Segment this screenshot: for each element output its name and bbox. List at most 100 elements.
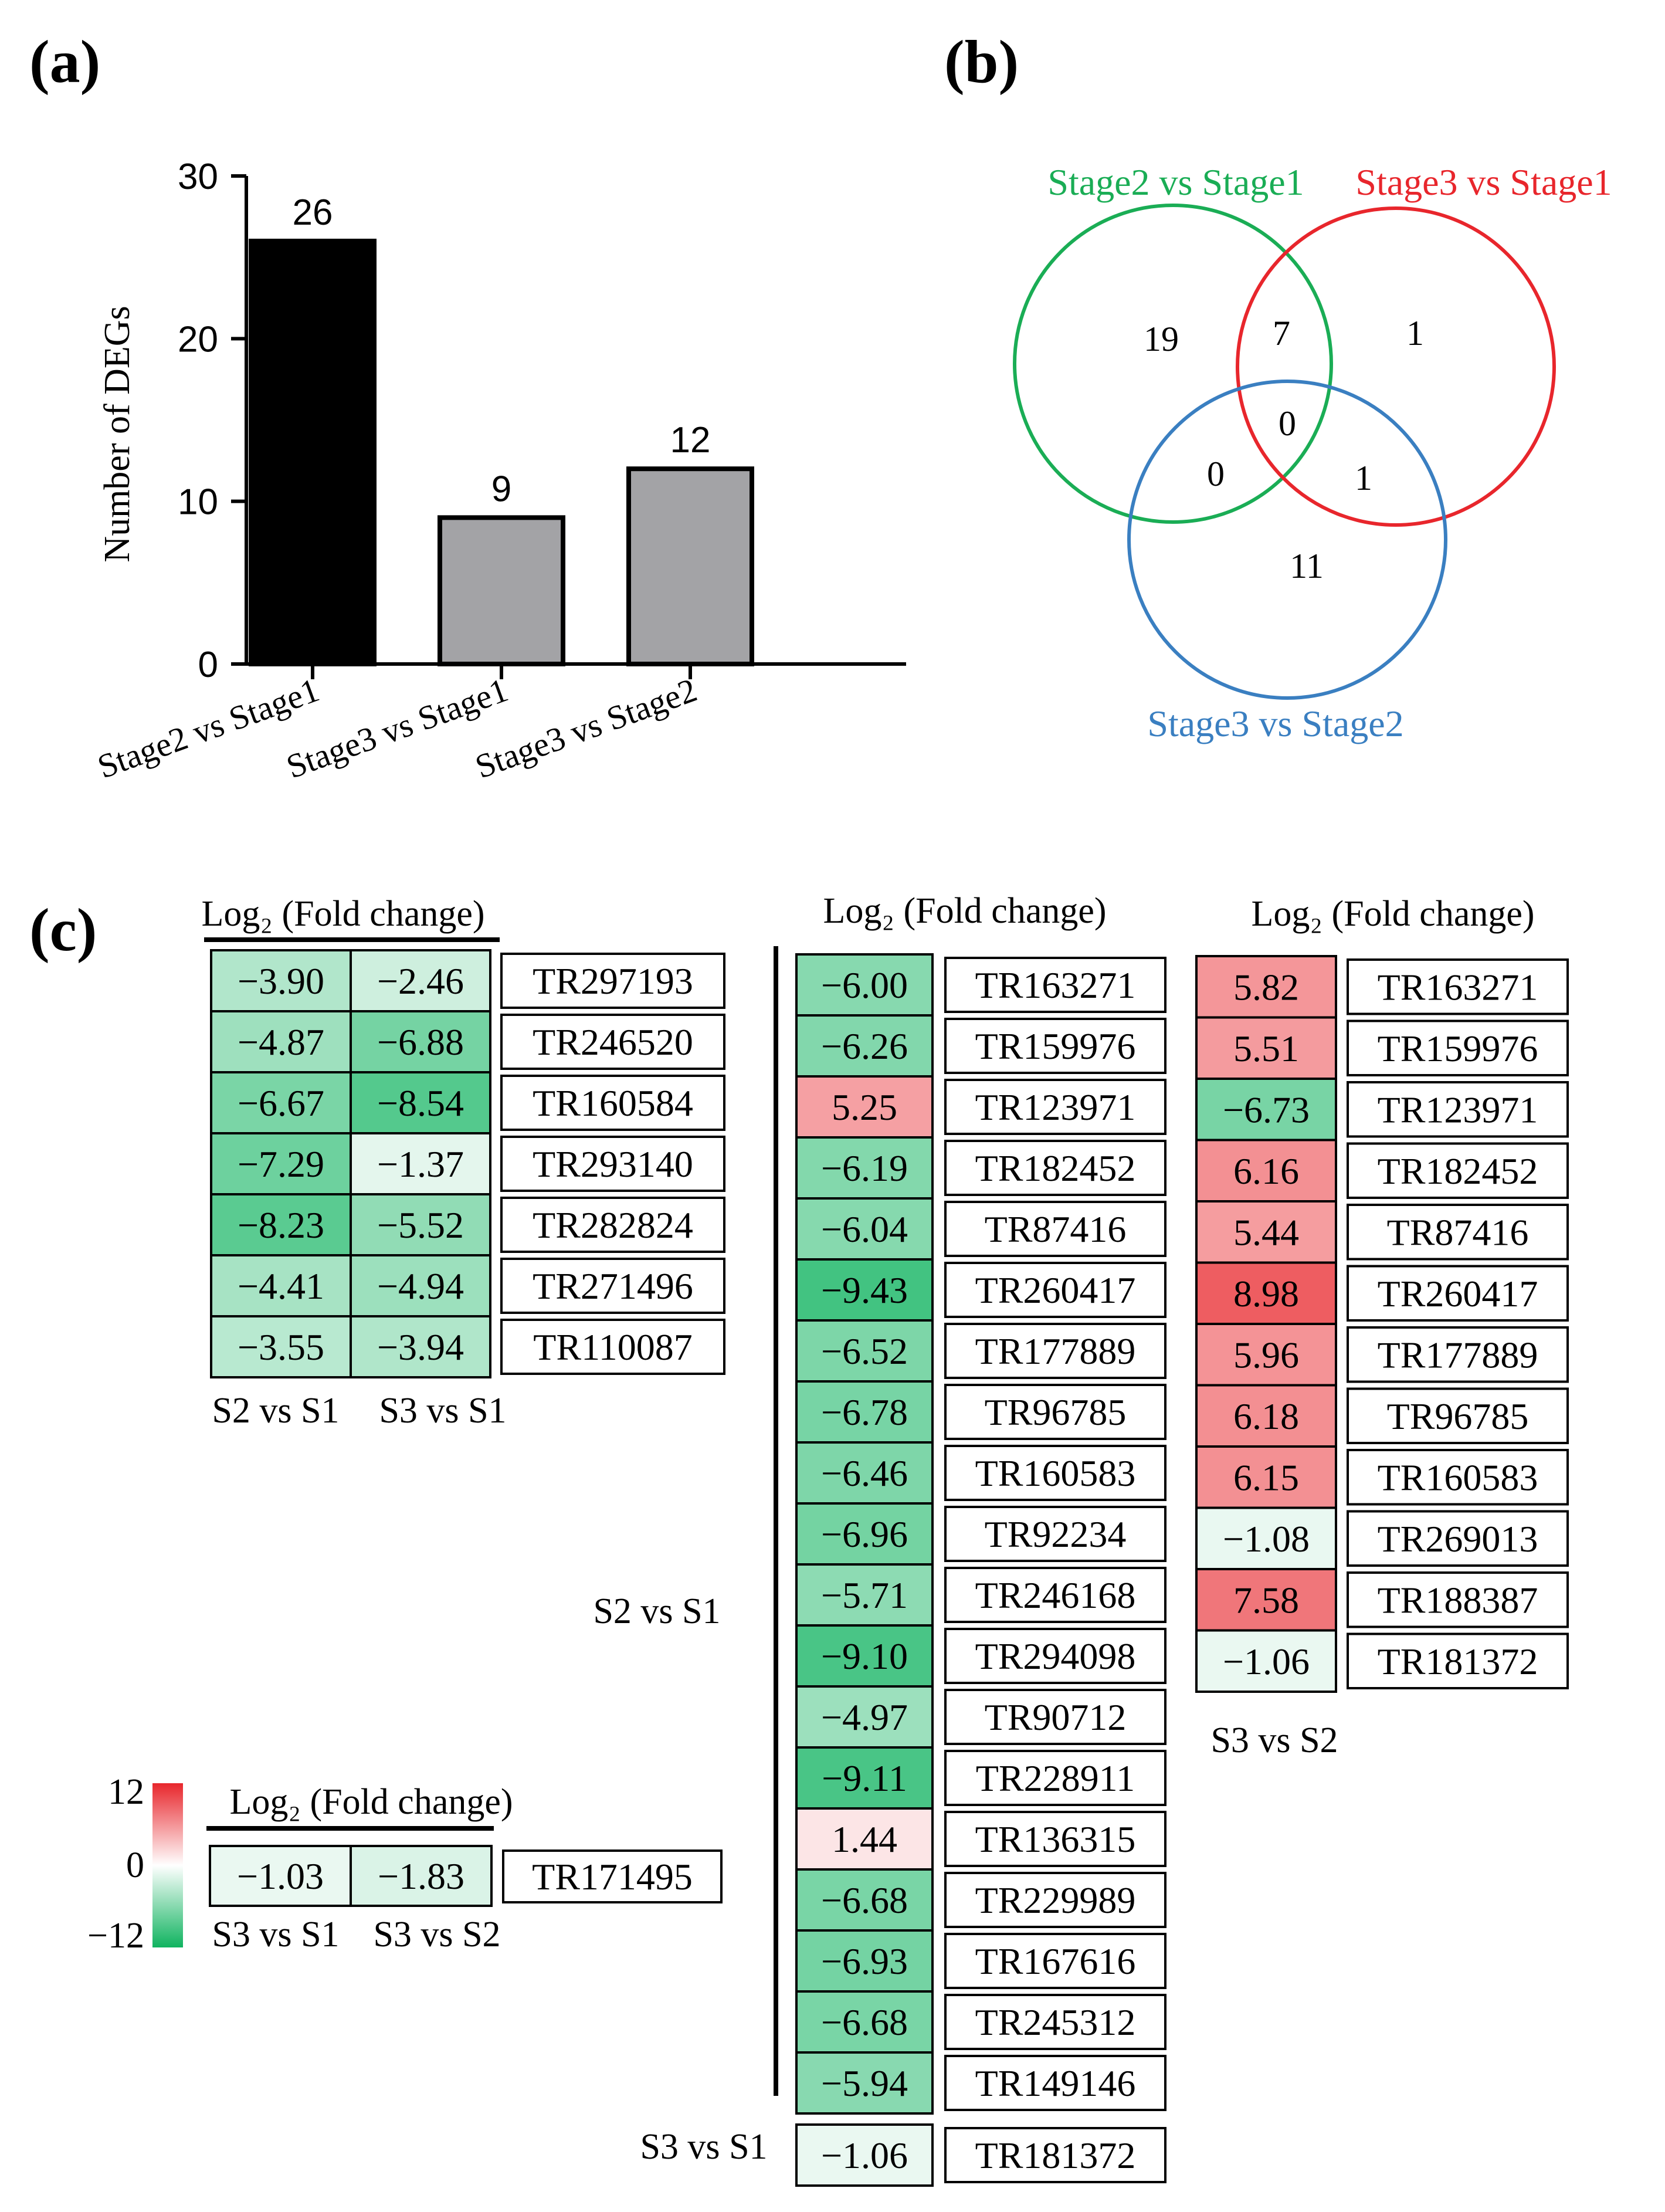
venn-circle-stage2-vs-stage1 (1013, 204, 1333, 524)
heatmap-cell-value: −6.46 (821, 1452, 908, 1494)
gene-id-box (944, 1567, 1166, 1623)
heatmap-table3: −6.00 TR163271 −6.26 TR159976 5.25 TR123971 −6… (795, 953, 1166, 2187)
heatmap-cell (1195, 1078, 1337, 1141)
gene-id-label: TR260417 (1378, 1273, 1538, 1315)
panel-label-c: (c) (29, 896, 97, 964)
heatmap-cell-value: −3.55 (238, 1326, 324, 1368)
gene-id-box (944, 1140, 1166, 1196)
heatmap-cell-value: −9.10 (821, 1635, 908, 1677)
heatmap-cell-value: −5.71 (821, 1574, 908, 1616)
gene-id-label: TR182452 (975, 1147, 1136, 1189)
heatmap-cell-value: −3.94 (377, 1326, 464, 1368)
heatmap-cell (350, 1193, 491, 1256)
gene-id-box (1347, 1081, 1569, 1138)
bar-chart-y-axis-label: Number of DEGs (97, 306, 137, 562)
gene-id-box (500, 1319, 725, 1375)
panel-label-a: (a) (29, 28, 100, 96)
gene-id-box (500, 1014, 725, 1070)
gene-id-label: TR96785 (1387, 1395, 1529, 1437)
heatmap-cell-value: −6.19 (821, 1147, 908, 1189)
bar (626, 466, 754, 666)
venn-count-only-s2s1: 19 (1144, 320, 1179, 358)
gene-id-box (944, 1506, 1166, 1562)
heatmap-cell-value: −1.03 (237, 1855, 324, 1897)
heatmap-cell-value: −6.00 (821, 964, 908, 1006)
gene-id-label: TR167616 (975, 1940, 1136, 1982)
colorscale-label-min: −12 (87, 1916, 144, 1956)
heatmap-cell-value: 6.15 (1233, 1456, 1299, 1498)
heatmap-cell (210, 1315, 352, 1378)
gene-id-label: TR87416 (1387, 1211, 1529, 1253)
heatmap-cell (350, 1132, 491, 1195)
gene-id-label: TR90712 (985, 1696, 1127, 1738)
bar-value-label: 26 (293, 192, 333, 233)
gene-id-label: TR160584 (533, 1082, 693, 1124)
venn-label-stage2-vs-stage1: Stage2 vs Stage1 (1047, 161, 1304, 203)
gene-id-label: TR163271 (1378, 966, 1538, 1008)
heatmap-cell-value: −1.83 (378, 1855, 464, 1897)
heatmap-cell (350, 1010, 491, 1073)
gene-id-label: TR171495 (532, 1856, 693, 1898)
heatmap-cell (1195, 1200, 1337, 1264)
gene-id-box (502, 1849, 723, 1903)
bar-value-label: 9 (491, 469, 511, 509)
gene-id-box (944, 1018, 1166, 1074)
gene-id-label: TR96785 (985, 1391, 1127, 1433)
heatmap-table2-col-label-1: S3 vs S1 (212, 1915, 339, 1954)
heatmap-cell (1195, 1016, 1337, 1080)
heatmap-cell-value: 7.58 (1233, 1579, 1299, 1621)
gene-id-label: TR110087 (533, 1326, 692, 1368)
gene-id-box (944, 1872, 1166, 1928)
heatmap-cell (210, 1193, 352, 1256)
gene-id-label: TR228911 (976, 1757, 1135, 1799)
gene-id-box (944, 1689, 1166, 1745)
gene-id-box (500, 1075, 725, 1131)
heatmap-cell-value: −4.41 (238, 1265, 324, 1307)
heatmap-table1: −3.90 −2.46 TR297193 −4.87 −6.88 TR246520 −6.6… (210, 949, 725, 1378)
venn-count-all-three: 0 (1279, 404, 1296, 443)
venn-count-s2s1-s3s2: 0 (1207, 455, 1225, 493)
heatmap-cell-value: −1.08 (1223, 1518, 1310, 1560)
gene-id-box (944, 1811, 1166, 1867)
gene-id-box (944, 1628, 1166, 1684)
heatmap-cell-value: −6.96 (821, 1513, 908, 1555)
heatmap-cell-value: −6.93 (821, 1940, 908, 1982)
heatmap-cell-value: −6.78 (821, 1391, 908, 1433)
heatmap-cell (795, 2051, 934, 2115)
heatmap-cell (795, 1136, 934, 1200)
gene-id-label: TR246168 (975, 1574, 1136, 1616)
gene-id-label: TR159976 (975, 1025, 1136, 1067)
gene-id-box (1347, 1449, 1569, 1506)
heatmap-cell (350, 1315, 491, 1378)
gene-id-box (944, 1201, 1166, 1257)
gene-id-box (1347, 1571, 1569, 1628)
heatmap-cell-value: 1.44 (832, 1818, 897, 1860)
heatmap-cell (350, 949, 491, 1012)
gene-id-label: TR149146 (975, 2062, 1136, 2104)
venn-count-only-s3s1: 1 (1406, 314, 1424, 353)
heatmap-cell-value: −4.97 (821, 1696, 908, 1738)
venn-label-stage3-vs-stage1: Stage3 vs Stage1 (1355, 161, 1612, 203)
heatmap-cell (795, 1563, 934, 1627)
gene-id-label: TR294098 (975, 1635, 1136, 1677)
gene-id-label: TR159976 (1378, 1028, 1538, 1069)
heatmap-cell (350, 1845, 493, 1907)
heatmap-cell-value: 6.16 (1233, 1150, 1299, 1192)
gene-id-box (944, 1994, 1166, 2050)
heatmap-cell-value: 8.98 (1233, 1273, 1299, 1315)
gene-id-box (1347, 1510, 1569, 1567)
gene-id-box (1347, 958, 1569, 1015)
heatmap-cell (1195, 1261, 1337, 1325)
heatmap-panel: Log₂ (Fold change) −3.90 −2.46 TR297193 −4.… (87, 891, 1569, 2187)
venn-circle-stage3-vs-stage1 (1236, 206, 1556, 527)
venn-diagram: Stage2 vs Stage1 Stage3 vs Stage1 Stage3… (1013, 161, 1612, 744)
bar-chart-bars: 26 9 12 (249, 192, 754, 667)
gene-id-box (944, 957, 1166, 1013)
heatmap-cell-value: −5.52 (377, 1204, 464, 1246)
gene-id-label: TR293140 (533, 1143, 693, 1185)
heatmap-cell-value: 5.82 (1233, 966, 1299, 1008)
gene-id-label: TR136315 (975, 1818, 1136, 1860)
heatmap-title-table1: Log₂ (Fold change) (201, 894, 484, 934)
